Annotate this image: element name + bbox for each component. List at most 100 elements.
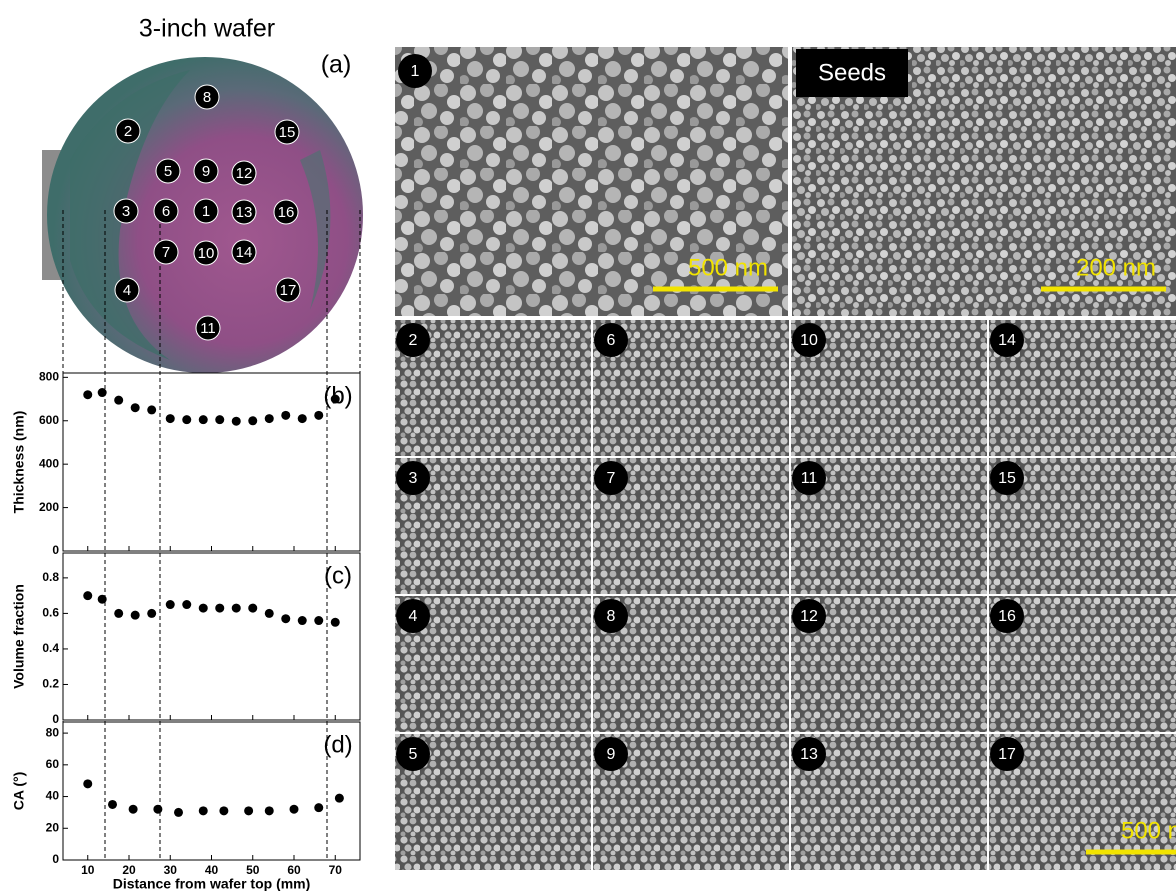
- data-point: [244, 806, 253, 815]
- data-point: [232, 417, 241, 426]
- y-tick-label: 0: [52, 543, 59, 557]
- data-point: [199, 806, 208, 815]
- point-label: 7: [162, 244, 170, 261]
- y-tick-label: 80: [46, 725, 60, 739]
- point-label: 4: [123, 282, 131, 299]
- image-label: 11: [801, 470, 818, 487]
- image-label: 16: [998, 608, 1016, 625]
- data-point: [131, 403, 140, 412]
- image-label: 6: [607, 332, 616, 349]
- y-tick-label: 400: [39, 456, 59, 470]
- x-tick-label: 70: [329, 863, 343, 877]
- data-point: [314, 411, 323, 420]
- image-label: 5: [409, 746, 418, 763]
- data-point: [248, 416, 257, 425]
- data-point: [166, 600, 175, 609]
- data-point: [298, 414, 307, 423]
- data-point: [166, 414, 175, 423]
- data-point: [232, 604, 241, 613]
- point-label: 15: [279, 124, 296, 141]
- y-axis-label: Thickness (nm): [11, 411, 27, 514]
- image-label: 14: [998, 332, 1016, 349]
- point-label: 10: [198, 245, 215, 262]
- data-point: [98, 388, 107, 397]
- plot-frame: [63, 373, 360, 551]
- panel-label: (d): [323, 731, 352, 758]
- data-point: [331, 618, 340, 627]
- data-point: [98, 595, 107, 604]
- data-point: [131, 611, 140, 620]
- y-tick-label: 800: [39, 370, 59, 384]
- x-tick-label: 10: [81, 863, 95, 877]
- point-label: 5: [164, 163, 172, 180]
- y-tick-label: 0.8: [42, 570, 59, 584]
- data-point: [265, 414, 274, 423]
- y-tick-label: 0.6: [42, 606, 59, 620]
- data-point: [281, 411, 290, 420]
- data-point: [147, 405, 156, 414]
- point-label: 6: [162, 203, 170, 220]
- data-point: [219, 806, 228, 815]
- data-point: [83, 390, 92, 399]
- data-point: [248, 604, 257, 613]
- data-point: [108, 800, 117, 809]
- data-point: [265, 609, 274, 618]
- data-point: [182, 415, 191, 424]
- y-tick-label: 600: [39, 413, 59, 427]
- y-axis-label: Volume fraction: [11, 584, 27, 689]
- data-point: [114, 609, 123, 618]
- point-label: 12: [236, 165, 253, 182]
- panel-label: (c): [324, 562, 352, 589]
- image-label: 3: [409, 470, 418, 487]
- data-point: [182, 600, 191, 609]
- point-label: 13: [236, 204, 253, 221]
- figure: 3-inch wafer (a) 82155912361131671014417…: [0, 0, 1176, 891]
- data-point: [298, 616, 307, 625]
- y-axis-label: CA (°): [11, 772, 27, 811]
- point-label: 9: [202, 163, 210, 180]
- image-label: Seeds: [818, 59, 886, 86]
- x-axis-label: Distance from wafer top (mm): [113, 876, 311, 891]
- point-label: 16: [278, 204, 295, 221]
- y-tick-label: 0: [52, 852, 59, 866]
- y-tick-label: 60: [46, 757, 60, 771]
- scale-bar-label: 200 nm: [1076, 254, 1156, 281]
- image-label: 4: [409, 608, 418, 625]
- y-tick-label: 20: [46, 820, 60, 834]
- data-point: [335, 794, 344, 803]
- data-point: [215, 415, 224, 424]
- point-label: 17: [280, 282, 297, 299]
- point-label: 1: [202, 203, 210, 220]
- y-tick-label: 200: [39, 500, 59, 514]
- data-point: [129, 805, 138, 814]
- data-point: [290, 805, 299, 814]
- y-tick-label: 40: [46, 789, 60, 803]
- point-label: 3: [122, 203, 130, 220]
- image-label: 13: [800, 746, 818, 763]
- data-point: [265, 806, 274, 815]
- point-label: 8: [203, 89, 211, 106]
- point-label: 14: [236, 244, 253, 261]
- image-label: 1: [411, 63, 420, 80]
- plot-frame: [63, 553, 360, 720]
- y-tick-label: 0.2: [42, 677, 59, 691]
- data-point: [83, 591, 92, 600]
- plot-frame: [63, 722, 360, 860]
- image-label: 12: [800, 608, 818, 625]
- image-label: 17: [998, 746, 1016, 763]
- image-label: 9: [607, 746, 616, 763]
- point-label: 11: [200, 320, 216, 337]
- data-point: [215, 604, 224, 613]
- image-label: 10: [800, 332, 818, 349]
- panel-label: (a): [321, 51, 352, 79]
- data-point: [199, 415, 208, 424]
- data-point: [314, 616, 323, 625]
- data-point: [199, 604, 208, 613]
- image-label: 15: [998, 470, 1016, 487]
- scale-bar-label: 500 nm: [688, 254, 768, 281]
- data-point: [114, 396, 123, 405]
- image-label: 2: [409, 332, 418, 349]
- y-tick-label: 0.4: [42, 641, 59, 655]
- data-point: [147, 609, 156, 618]
- data-point: [174, 808, 183, 817]
